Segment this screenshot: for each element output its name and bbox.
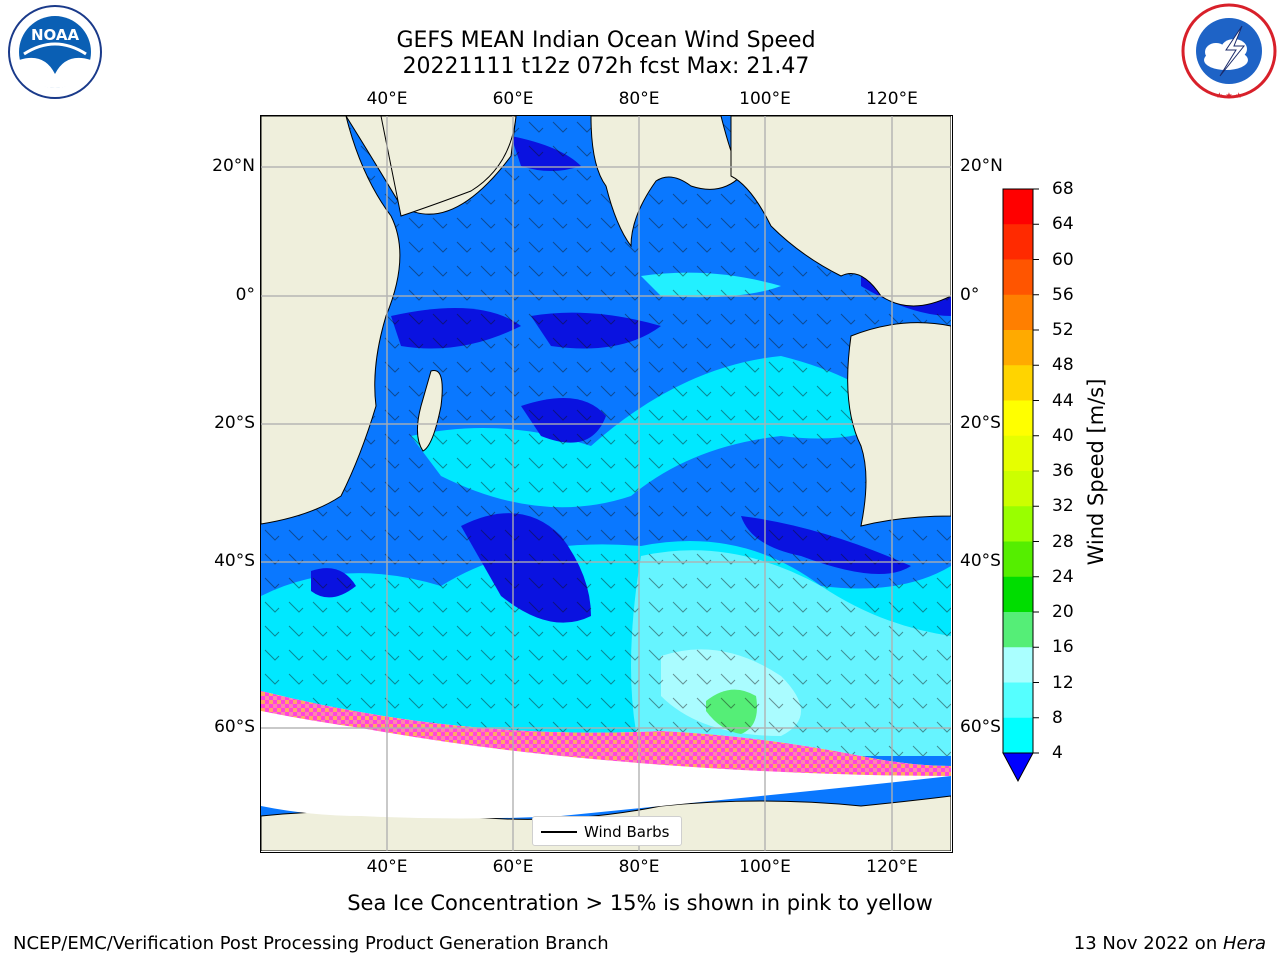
footer-credit: NCEP/EMC/Verification Post Processing Pr… <box>13 933 609 954</box>
lon-tick-bottom: 40°E <box>366 857 408 877</box>
chart-subtitle: 20221111 t12z 072h fcst Max: 21.47 <box>402 54 810 79</box>
colorbar-segment <box>1003 471 1033 507</box>
footer-date: 13 Nov 2022 on Hera <box>1074 933 1266 954</box>
land-southeast-asia <box>730 115 952 307</box>
land-arabia <box>380 115 517 217</box>
lat-tick-left: 60°S <box>214 717 255 737</box>
land-africa <box>260 115 401 525</box>
colorbar-tick-label: 24 <box>1052 566 1074 587</box>
lat-tick-right: 20°S <box>960 413 1001 433</box>
colorbar-tick-label: 56 <box>1052 284 1074 305</box>
lon-tick-top: 80°E <box>618 89 660 109</box>
wind-barb-legend-line <box>541 831 577 833</box>
lat-tick-right: 60°S <box>960 717 1001 737</box>
colorbar-segment <box>1003 647 1033 683</box>
footer-host: Hera <box>1222 933 1266 954</box>
colorbar-extend-triangle <box>1002 752 1034 783</box>
wind-speed-map <box>260 115 953 853</box>
colorbar-tick-label: 60 <box>1052 249 1074 270</box>
colorbar-segment <box>1003 224 1033 260</box>
lat-tick-right: 0° <box>960 285 980 305</box>
chart-title: GEFS MEAN Indian Ocean Wind Speed <box>396 28 816 53</box>
colorbar-tick-label: 4 <box>1052 743 1063 763</box>
colorbar-segment <box>1003 330 1033 366</box>
colorbar-segment <box>1003 435 1033 472</box>
colorbar-segment <box>1003 294 1033 331</box>
colorbar-tick-label: 44 <box>1052 390 1074 411</box>
colorbar-tick-label: 52 <box>1052 320 1074 340</box>
lat-tick-left: 40°S <box>214 551 255 571</box>
colorbar-tick-label: 32 <box>1052 496 1074 517</box>
colorbar-tick-label: 68 <box>1052 179 1074 199</box>
lon-tick-bottom: 80°E <box>618 857 660 877</box>
lat-tick-left: 20°S <box>214 413 255 433</box>
colorbar-segment <box>1003 365 1033 401</box>
lat-tick-left: 0° <box>235 285 255 305</box>
colorbar <box>1002 188 1039 783</box>
lon-tick-top: 100°E <box>739 89 791 109</box>
lon-tick-top: 40°E <box>366 89 408 109</box>
colorbar-tick-label: 40 <box>1052 425 1074 446</box>
lon-tick-bottom: 60°E <box>492 857 534 877</box>
map-grid <box>261 116 951 851</box>
colorbar-segment <box>1003 259 1033 296</box>
lon-tick-top: 120°E <box>866 89 918 109</box>
colorbar-tick-label: 16 <box>1052 637 1074 658</box>
lat-tick-left: 20°N <box>212 156 255 176</box>
colorbar-segment <box>1003 189 1033 225</box>
colorbar-segment <box>1003 682 1033 719</box>
svg-text:NOAA: NOAA <box>31 26 80 44</box>
sea-ice-caption: Sea Ice Concentration > 15% is shown in … <box>347 891 933 915</box>
lat-tick-right: 20°N <box>960 156 1003 176</box>
colorbar-tick-label: 48 <box>1052 355 1074 376</box>
noaa-logo: NOAA <box>4 4 106 104</box>
sea-ice-concentration <box>261 691 951 776</box>
lon-tick-top: 60°E <box>492 89 534 109</box>
nws-logo: ★ ★ ★ <box>1180 2 1278 104</box>
colorbar-tick-label: 36 <box>1052 461 1074 481</box>
legend-label: Wind Barbs <box>584 823 670 841</box>
colorbar-segment <box>1003 576 1033 613</box>
map-legend: Wind Barbs <box>532 816 682 846</box>
colorbar-tick-label: 64 <box>1052 214 1074 235</box>
colorbar-tick-label: 12 <box>1052 672 1074 693</box>
colorbar-label: Wind Speed [m/s] <box>1084 378 1108 566</box>
colorbar-segment <box>1003 717 1033 754</box>
lat-tick-right: 40°S <box>960 551 1001 571</box>
colorbar-tick-label: 28 <box>1052 531 1074 552</box>
lon-tick-bottom: 100°E <box>739 857 791 877</box>
footer-date-text: 13 Nov 2022 on <box>1073 933 1223 954</box>
colorbar-tick-label: 8 <box>1052 707 1063 728</box>
colorbar-segment <box>1003 506 1033 542</box>
colorbar-segment <box>1003 541 1033 578</box>
colorbar-segment <box>1003 400 1033 437</box>
svg-text:★ ★ ★: ★ ★ ★ <box>1216 91 1243 100</box>
colorbar-tick-label: 20 <box>1052 602 1074 622</box>
lon-tick-bottom: 120°E <box>866 857 918 877</box>
land-madagascar <box>417 369 443 452</box>
colorbar-segment <box>1003 612 1033 648</box>
